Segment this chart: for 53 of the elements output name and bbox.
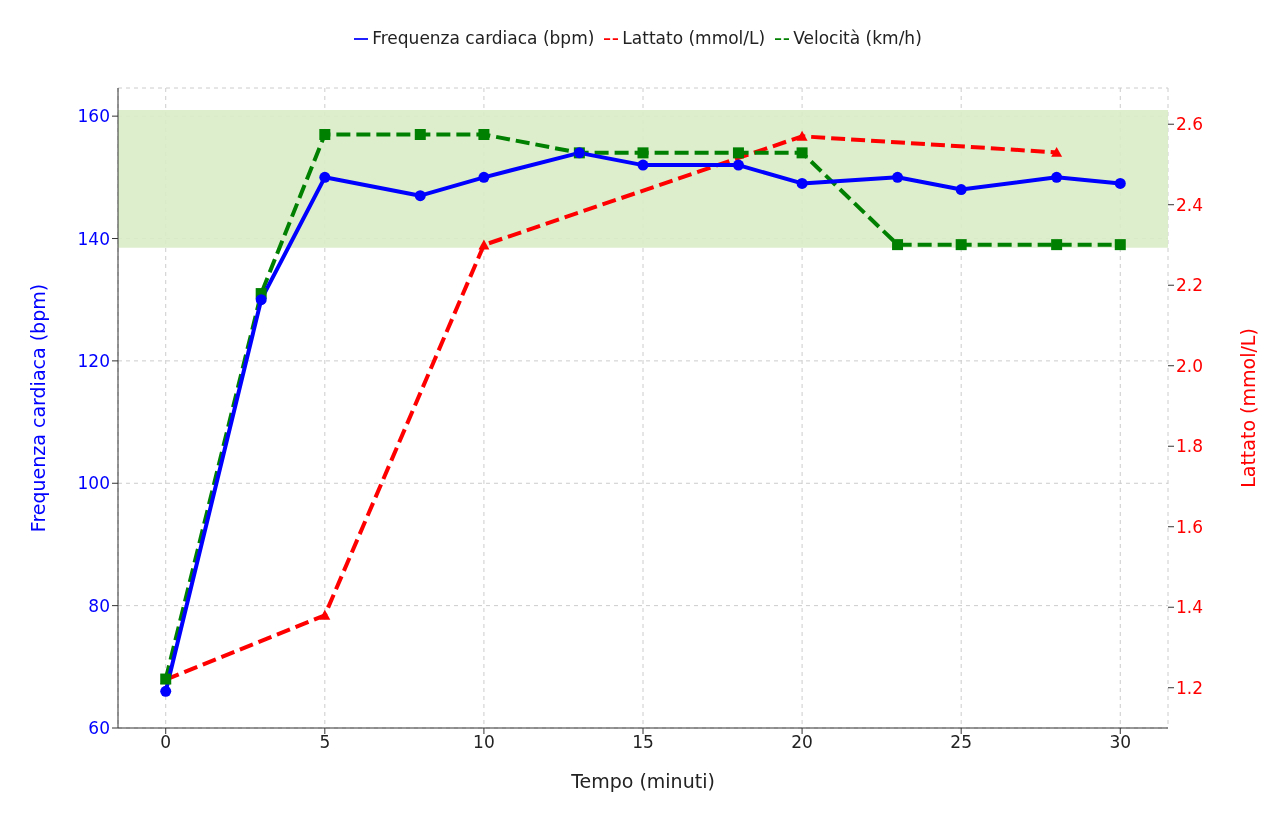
point [1051, 239, 1063, 251]
legend-label: Velocità (km/h) [793, 28, 922, 48]
point [892, 171, 904, 183]
y-tick-label: 80 [88, 595, 110, 616]
y-axis-title: Frequenza cardiaca (bpm) [26, 283, 49, 533]
point [478, 129, 490, 140]
y-tick-label: 100 [77, 473, 110, 494]
y2-tick-label: 1.4 [1176, 597, 1204, 618]
point [955, 239, 967, 251]
y2-tick-label: 2.4 [1176, 194, 1204, 215]
point [796, 130, 808, 141]
point [319, 609, 331, 620]
point [1051, 146, 1063, 157]
x-tick-label: 25 [950, 732, 972, 753]
point [414, 129, 426, 140]
y-tick-label: 160 [77, 106, 110, 127]
y-tick-label: 60 [88, 718, 110, 739]
point [637, 159, 649, 171]
x-tick-label: 0 [160, 732, 172, 753]
legend-label: Lattato (mmol/L) [622, 28, 766, 48]
point [1051, 171, 1063, 183]
x-tick-label: 15 [632, 732, 654, 753]
y2-tick-label: 2.2 [1176, 275, 1204, 296]
point [955, 184, 967, 196]
x-tick-label: 20 [791, 732, 813, 753]
point [255, 294, 267, 306]
y-tick-label: 140 [77, 228, 110, 249]
y2-tick-label: 1.2 [1176, 677, 1204, 698]
x-tick-label: 5 [319, 732, 331, 753]
point [892, 239, 904, 251]
y2-axis-title: Lattato (mmol/L) [1236, 328, 1259, 488]
y-tick-label: 120 [77, 350, 110, 371]
point [160, 685, 172, 697]
x-tick-label: 30 [1109, 732, 1132, 753]
x-tick-label: 10 [473, 732, 495, 753]
point [732, 159, 744, 171]
point [796, 147, 808, 159]
y2-tick-label: 1.6 [1176, 516, 1204, 537]
x-axis-title: Tempo (minuti) [570, 770, 715, 792]
y2-tick-label: 1.8 [1176, 436, 1204, 457]
legend-label: Frequenza cardiaca (bpm) [372, 28, 595, 48]
point [1114, 177, 1126, 189]
point [319, 171, 331, 183]
point [1114, 239, 1126, 251]
point [478, 239, 490, 250]
point [732, 147, 744, 159]
y2-tick-label: 2.0 [1176, 355, 1204, 376]
point [414, 190, 426, 202]
point [478, 171, 490, 183]
point [796, 177, 808, 189]
point [319, 129, 331, 140]
point [637, 147, 649, 159]
y2-tick-label: 2.6 [1176, 114, 1204, 135]
